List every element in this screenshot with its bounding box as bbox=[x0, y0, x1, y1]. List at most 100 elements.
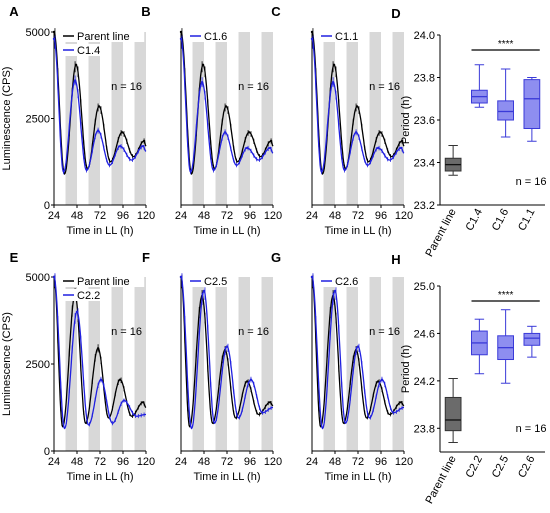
night-band-g bbox=[392, 277, 404, 451]
y-axis-label-e: Luminescence (CPS) bbox=[1, 312, 13, 416]
night-band-g bbox=[369, 277, 381, 451]
data-point-e bbox=[141, 401, 145, 404]
data-point-e bbox=[118, 378, 122, 381]
night-band-g bbox=[323, 277, 335, 451]
x-tick-label-f: 48 bbox=[198, 456, 210, 468]
box-h bbox=[523, 332, 541, 346]
data-point-f bbox=[225, 345, 229, 348]
x-tick-label-f: 24 bbox=[175, 456, 187, 468]
x-tick-label-f: 72 bbox=[221, 456, 233, 468]
x-tick-label-b: 120 bbox=[264, 210, 282, 222]
n-annotation-a: n = 16 bbox=[111, 81, 142, 93]
x-tick-label-f: 120 bbox=[264, 456, 282, 468]
x-tick-label-b: 24 bbox=[175, 210, 187, 222]
data-point-e bbox=[52, 275, 56, 279]
data-point-b bbox=[201, 63, 205, 67]
legend-bg-a bbox=[62, 30, 145, 42]
night-band-a bbox=[134, 32, 146, 205]
legend-bg-b bbox=[189, 30, 228, 42]
panel-letter-c: C bbox=[271, 4, 281, 19]
data-point-g bbox=[310, 275, 314, 279]
x-tick-label-g: 24 bbox=[306, 456, 318, 468]
n-annotation-d: n = 16 bbox=[516, 176, 547, 188]
night-band-f bbox=[238, 277, 250, 451]
data-point-e bbox=[75, 310, 79, 313]
x-tick-label-e: 120 bbox=[137, 456, 155, 468]
x-axis-label-g: Time in LL (h) bbox=[324, 471, 391, 483]
data-point-g bbox=[399, 401, 403, 404]
legend-bg-g bbox=[320, 275, 359, 287]
legend-label-g: C2.6 bbox=[335, 276, 358, 288]
data-point-a bbox=[142, 139, 146, 143]
data-point-a bbox=[97, 105, 101, 108]
night-band-c bbox=[369, 32, 381, 205]
night-band-b bbox=[192, 32, 204, 205]
panel-letter-a: A bbox=[9, 4, 19, 19]
legend-bg-a bbox=[62, 44, 101, 56]
data-point-c bbox=[399, 146, 403, 150]
data-point-c bbox=[376, 146, 380, 150]
legend-label-e: C2.2 bbox=[77, 290, 100, 302]
legend-bg-e bbox=[62, 275, 145, 287]
x-axis-label-a: Time in LL (h) bbox=[66, 225, 133, 237]
x-tick-label-e: 48 bbox=[71, 456, 83, 468]
x-axis-label-b: Time in LL (h) bbox=[193, 225, 260, 237]
n-annotation-h: n = 16 bbox=[516, 423, 547, 435]
x-tick-label-e: 96 bbox=[117, 456, 129, 468]
data-point-a bbox=[52, 30, 56, 34]
night-band-c bbox=[323, 32, 335, 205]
data-point-f bbox=[268, 401, 272, 404]
legend-bg-c bbox=[320, 30, 359, 42]
y-axis-label-d: Period (h) bbox=[400, 96, 412, 144]
night-band-f bbox=[261, 277, 273, 451]
data-point-a bbox=[73, 79, 77, 82]
y-tick-label-h: 25.0 bbox=[414, 281, 435, 293]
n-annotation-f: n = 16 bbox=[238, 326, 269, 338]
n-annotation-e: n = 16 bbox=[111, 326, 142, 338]
x-tick-label-g: 48 bbox=[329, 456, 341, 468]
panel-letter-e: E bbox=[10, 250, 19, 265]
panel-letter-g: G bbox=[271, 250, 281, 265]
night-band-e bbox=[111, 277, 123, 451]
data-point-c bbox=[378, 131, 382, 134]
data-point-a bbox=[96, 129, 100, 132]
category-label-h: C2.5 bbox=[490, 454, 512, 480]
data-point-a bbox=[141, 144, 145, 148]
y-tick-label-h: 23.8 bbox=[414, 423, 435, 435]
data-point-e bbox=[96, 347, 100, 350]
x-tick-label-b: 48 bbox=[198, 210, 210, 222]
significance-label-d: **** bbox=[498, 39, 514, 50]
legend-label-a: C1.4 bbox=[77, 45, 100, 57]
legend-label-b: C1.6 bbox=[204, 31, 227, 43]
box-d bbox=[523, 79, 541, 129]
x-tick-label-c: 48 bbox=[329, 210, 341, 222]
data-point-a bbox=[52, 37, 56, 41]
y-tick-label-d: 23.4 bbox=[414, 158, 435, 170]
x-tick-label-b: 96 bbox=[244, 210, 256, 222]
data-point-c bbox=[310, 30, 314, 34]
y-tick-label-d: 23.2 bbox=[414, 200, 435, 212]
y-tick-label-e: 5000 bbox=[26, 272, 50, 284]
x-tick-label-a: 96 bbox=[117, 210, 129, 222]
data-point-c bbox=[332, 63, 336, 67]
panel-letter-b: B bbox=[141, 4, 150, 19]
night-band-b bbox=[215, 32, 227, 205]
x-tick-label-a: 48 bbox=[71, 210, 83, 222]
x-tick-label-a: 72 bbox=[94, 210, 106, 222]
x-axis-label-e: Time in LL (h) bbox=[66, 471, 133, 483]
legend-bg-f bbox=[189, 275, 228, 287]
data-point-b bbox=[269, 139, 273, 143]
data-point-e bbox=[122, 399, 126, 402]
night-band-a bbox=[111, 32, 123, 205]
y-tick-label-e: 2500 bbox=[26, 359, 50, 371]
category-label-d: C1.4 bbox=[464, 207, 486, 233]
x-axis-label-c: Time in LL (h) bbox=[324, 225, 391, 237]
data-point-b bbox=[247, 131, 251, 134]
night-band-a bbox=[88, 32, 100, 205]
x-tick-label-e: 72 bbox=[94, 456, 106, 468]
data-point-a bbox=[118, 144, 122, 148]
x-tick-label-c: 24 bbox=[306, 210, 318, 222]
data-point-b bbox=[223, 131, 227, 134]
x-tick-label-a: 120 bbox=[137, 210, 155, 222]
